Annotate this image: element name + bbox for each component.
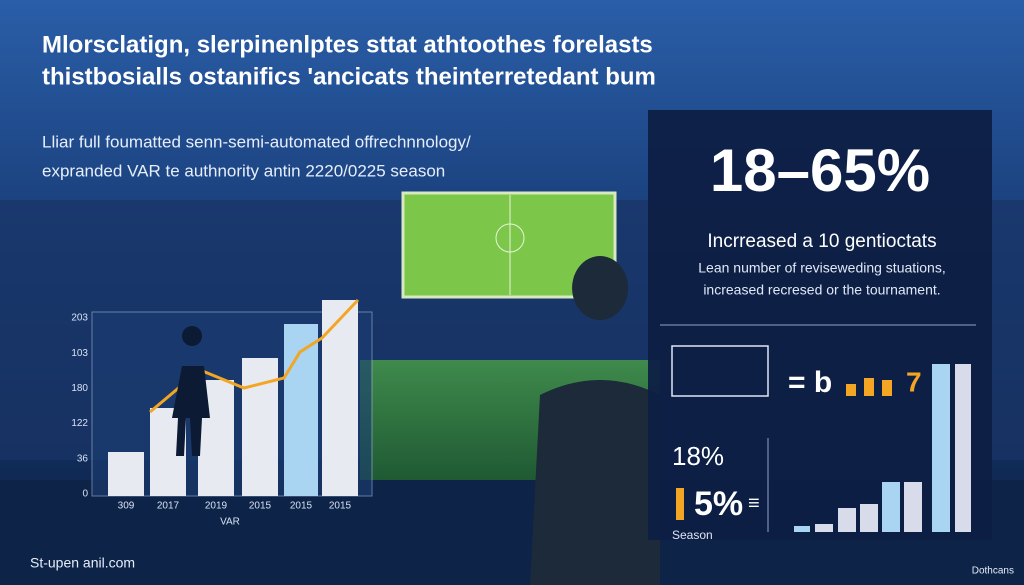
stat-a: 18% xyxy=(672,441,724,471)
left-chart: 203 103 180 122 36 0 309 2017 2019 2015 2015 2015 V… xyxy=(71,298,373,528)
y-tick-label: 122 xyxy=(71,418,88,429)
stat-b: 5% xyxy=(694,485,743,523)
accent xyxy=(676,488,684,520)
footer-left: St-upen anil.com xyxy=(30,555,135,571)
goal-icon xyxy=(671,345,769,397)
mini-bar xyxy=(882,380,892,396)
panel-heading: Incrreased a 10 gentioctats xyxy=(707,231,936,252)
equals-stat: = b xyxy=(788,366,832,399)
bar xyxy=(932,364,950,532)
y-tick-label: 0 xyxy=(82,489,88,500)
bar xyxy=(882,482,900,532)
y-tick-label: 180 xyxy=(71,383,88,394)
x-tick-label: 2019 xyxy=(205,501,228,512)
y-tick-label: 203 xyxy=(71,313,88,324)
bar xyxy=(322,300,358,496)
bar xyxy=(860,504,878,532)
bar xyxy=(794,526,810,532)
bar xyxy=(904,482,922,532)
x-tick-label: 2015 xyxy=(249,501,272,512)
footer-right: Dothcans xyxy=(972,566,1014,577)
mini-bar xyxy=(846,384,856,396)
y-tick-label: 36 xyxy=(77,453,89,464)
x-axis-title: VAR xyxy=(220,517,240,528)
title-line: Mlorsclatign, slerpinenlptes sttat athto… xyxy=(42,31,653,58)
bar xyxy=(815,524,833,532)
bar xyxy=(955,364,971,532)
subtitle-line: Lliar full foumatted senn-semi-automated… xyxy=(42,132,471,151)
y-tick-label: 103 xyxy=(71,348,88,359)
spectator xyxy=(530,256,660,585)
panel-text: Lean number of reviseweding stuations, xyxy=(698,260,945,276)
x-tick-label: 2017 xyxy=(157,501,180,512)
x-tick-label: 309 xyxy=(118,501,135,512)
x-tick-label: 2015 xyxy=(290,501,313,512)
bar xyxy=(108,452,144,496)
title-line: thistbosialls ostanifics 'ancicats thein… xyxy=(42,63,656,90)
equals-end: 7 xyxy=(906,366,922,397)
bar xyxy=(838,508,856,532)
stats-panel: 18–65% Incrreased a 10 gentioctats Lean … xyxy=(648,110,992,542)
big-stat: 18–65% xyxy=(710,137,930,204)
subtitle-line: expranded VAR te authnority antin 2220/0… xyxy=(42,161,445,180)
x-tick-label: 2015 xyxy=(329,501,352,512)
player-silhouette xyxy=(172,326,210,456)
panel-text: increased recresed or the tournament. xyxy=(703,282,940,298)
season-label: Season xyxy=(672,528,713,542)
bar xyxy=(242,358,278,496)
stat-b-sign: ≡ xyxy=(748,492,760,514)
mini-bar xyxy=(864,378,874,396)
